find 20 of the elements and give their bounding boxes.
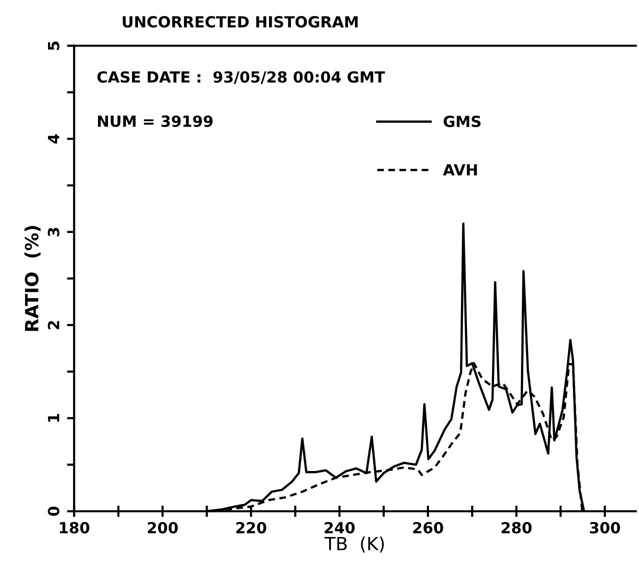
y-tick-label: 5 (48, 41, 60, 50)
x-tick-label: 180 (60, 522, 90, 534)
x-tick-label: 300 (590, 522, 620, 534)
chart-title: UNCORRECTED HISTOGRAM (122, 16, 358, 28)
x-tick-label: 200 (148, 522, 178, 534)
legend-label: AVH (442, 164, 477, 176)
x-tick-label: 240 (324, 522, 355, 534)
x-axis-title: TB (K) (324, 536, 384, 553)
legend-label: GMS (444, 116, 481, 128)
annotation: CASE DATE : 93/05/28 00:04 GMT (97, 71, 385, 84)
y-tick-label: 1 (48, 414, 60, 422)
x-tick-label: 280 (502, 522, 532, 534)
y-tick-label: 2 (48, 321, 60, 330)
y-axis-title: RATIO (%) (24, 226, 41, 331)
y-tick-label: 3 (48, 228, 60, 236)
annotation: NUM = 39199 (98, 115, 213, 127)
x-tick-label: 260 (413, 522, 444, 534)
x-tick-label: 220 (236, 522, 266, 534)
y-tick-label: 0 (48, 506, 60, 516)
y-tick-label: 4 (48, 134, 60, 144)
